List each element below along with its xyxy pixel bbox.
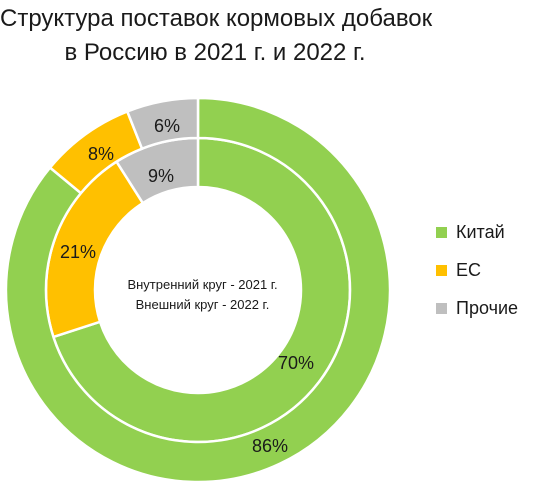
chart-title-line-1: Структура поставок кормовых добавок	[0, 5, 433, 32]
outer-ring-slice-other	[126, 96, 200, 150]
inner-ring-label-other: 9%	[148, 166, 174, 186]
legend-swatch-eu	[436, 264, 447, 276]
outer-ring-label-eu: 8%	[88, 144, 114, 164]
chart-title-line-2: в Россию в 2021 г. и 2022 г.	[64, 39, 366, 66]
legend-label-eu: ЕС	[456, 259, 482, 280]
inner-ring-note: Внутренний круг - 2021 г.	[127, 277, 278, 292]
legend-item-other: Прочие	[436, 289, 518, 327]
legend-label-china: Китай	[456, 221, 505, 242]
chart-legend: Китай ЕС Прочие	[436, 213, 518, 327]
outer-ring-note: Внешний круг - 2022 г.	[135, 297, 270, 312]
legend-item-eu: ЕС	[436, 251, 518, 289]
inner-ring-label-eu: 21%	[60, 242, 96, 262]
legend-label-other: Прочие	[456, 297, 519, 318]
outer-ring-label-china: 86%	[252, 436, 288, 456]
outer-ring-label-other: 6%	[154, 116, 180, 136]
outer-ring-slice-china	[4, 96, 392, 484]
legend-swatch-china	[436, 226, 447, 238]
chart-title: Структура поставок кормовых добавок в Ро…	[0, 2, 433, 70]
legend-swatch-other	[436, 302, 447, 314]
legend-item-china: Китай	[436, 213, 518, 251]
ring-explanation-note: Внутренний круг - 2021 г. Внешний круг -…	[100, 275, 305, 315]
inner-ring-label-china: 70%	[278, 353, 314, 373]
